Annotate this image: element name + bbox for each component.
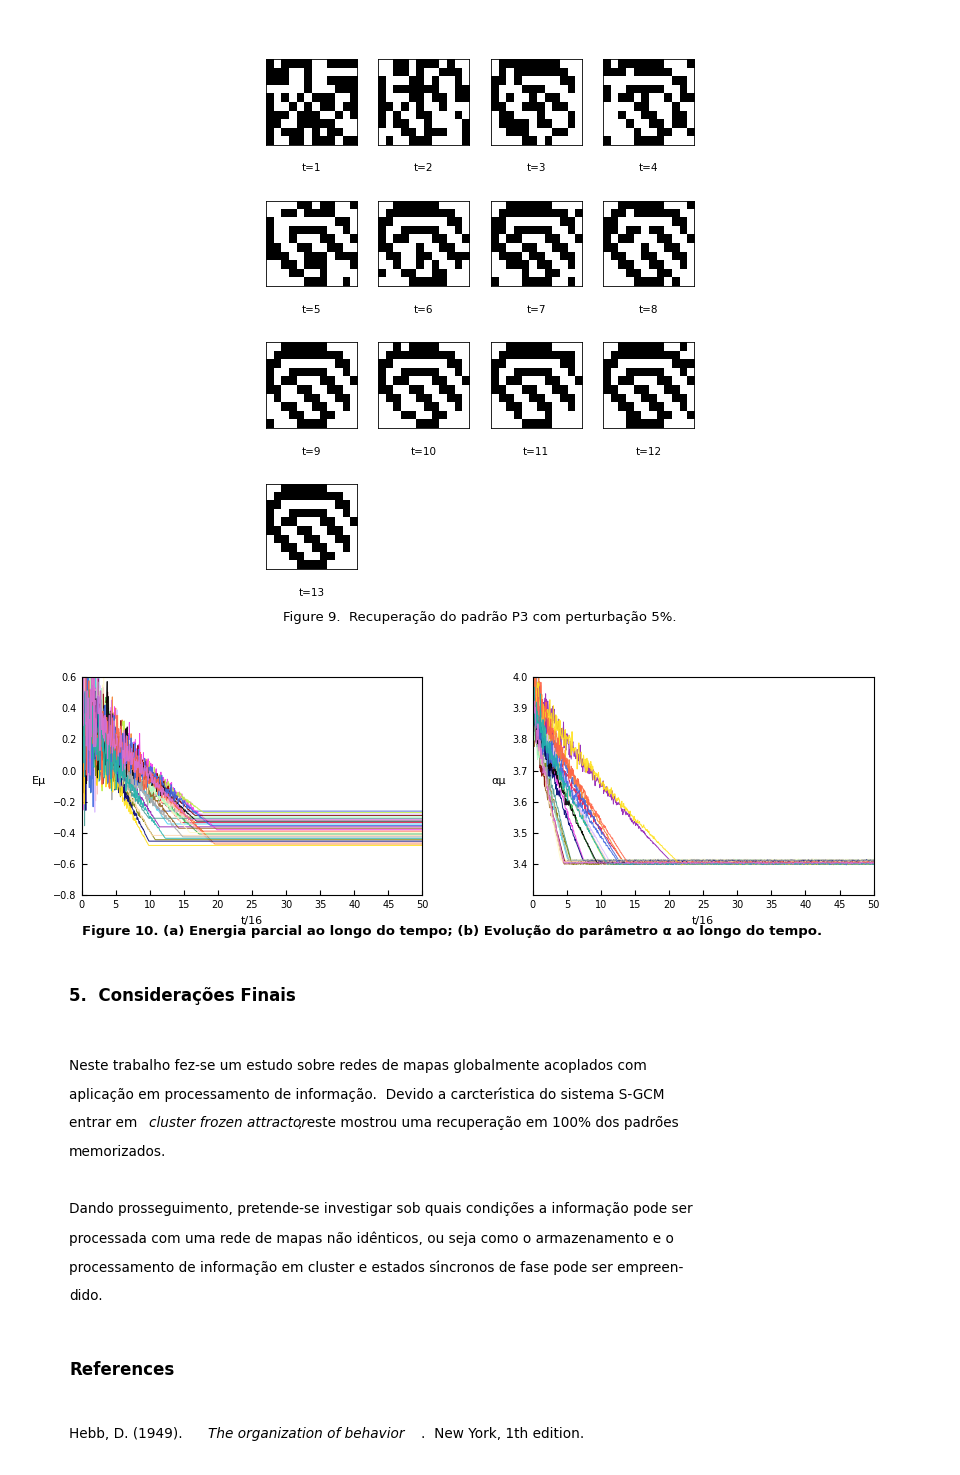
Text: cluster frozen attractor: cluster frozen attractor [149,1117,307,1130]
Text: t=7: t=7 [526,305,546,316]
Text: .  New York, 1th edition.: . New York, 1th edition. [421,1426,585,1441]
Text: Figure 10. (a) Energia parcial ao longo do tempo; (b) Evolução do parâmetro α ao: Figure 10. (a) Energia parcial ao longo … [82,925,822,938]
Text: t=4: t=4 [638,164,659,174]
Text: Hebb, D. (1949).: Hebb, D. (1949). [69,1426,191,1441]
Text: The organization of behavior: The organization of behavior [208,1426,405,1441]
X-axis label: t/16: t/16 [241,916,263,926]
Text: t=5: t=5 [301,305,322,316]
Text: t=2: t=2 [414,164,434,174]
Text: Figure 9.  Recuperação do padrão P3 com perturbação 5%.: Figure 9. Recuperação do padrão P3 com p… [283,611,677,624]
Y-axis label: Eμ: Eμ [33,776,46,786]
Text: t=3: t=3 [526,164,546,174]
Text: memorizados.: memorizados. [69,1145,166,1159]
Text: , este mostrou uma recuperação em 100% dos padrões: , este mostrou uma recuperação em 100% … [298,1117,679,1130]
Text: t=8: t=8 [638,305,659,316]
Text: Neste trabalho fez-se um estudo sobre redes de mapas globalmente acoplados com: Neste trabalho fez-se um estudo sobre re… [69,1059,647,1072]
X-axis label: t/16: t/16 [692,916,714,926]
Text: dido.: dido. [69,1289,103,1302]
Text: t=11: t=11 [523,447,549,457]
Text: t=9: t=9 [301,447,322,457]
Text: 5.  Considerações Finais: 5. Considerações Finais [69,987,296,1004]
Text: t=12: t=12 [636,447,661,457]
Text: t=13: t=13 [299,589,324,599]
Text: References: References [69,1361,175,1379]
Text: processada com uma rede de mapas não idênticos, ou seja como o armazenamento e: processada com uma rede de mapas não id… [69,1232,674,1246]
Text: t=1: t=1 [301,164,322,174]
Text: entrar em: entrar em [69,1117,142,1130]
Text: Dando prosseguimento, pretende-se investigar sob quais condições a informação: Dando prosseguimento, pretende-se invest… [69,1202,693,1217]
Text: t=6: t=6 [414,305,434,316]
Text: t=10: t=10 [411,447,437,457]
Y-axis label: αμ: αμ [492,776,506,786]
Text: aplicação em processamento de informação.  Devido a carcterística do sistema : aplicação em processamento de informaç… [69,1087,664,1102]
Text: processamento de informação em cluster e estados síncronos de fase pode ser em: processamento de informação em cluster … [69,1260,684,1274]
